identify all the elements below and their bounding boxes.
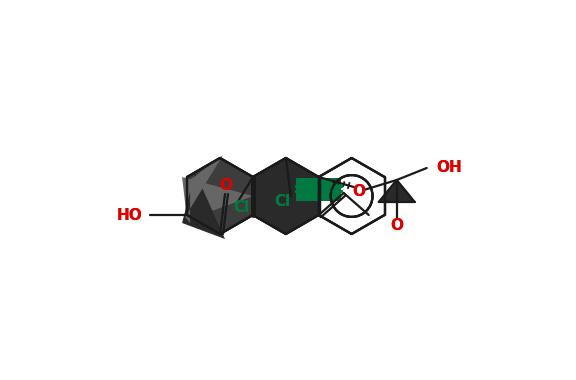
Text: HO: HO [116,207,142,223]
Text: O: O [353,185,365,200]
Text: Cl: Cl [275,193,291,209]
Polygon shape [187,177,220,234]
Polygon shape [379,180,415,202]
Polygon shape [187,158,253,234]
Text: HO: HO [116,207,142,223]
Text: O: O [390,218,403,233]
Text: Cl: Cl [233,200,249,214]
Text: Cl: Cl [233,200,249,214]
Polygon shape [296,178,341,201]
Text: O: O [219,179,233,193]
Polygon shape [253,158,319,234]
Text: OH: OH [437,160,463,176]
Polygon shape [182,172,225,239]
Text: O: O [353,185,365,200]
Text: O: O [219,179,233,193]
Text: OH: OH [437,160,463,176]
Text: O: O [390,218,403,233]
Polygon shape [185,155,223,223]
Text: Cl: Cl [275,193,291,209]
Polygon shape [182,177,253,220]
